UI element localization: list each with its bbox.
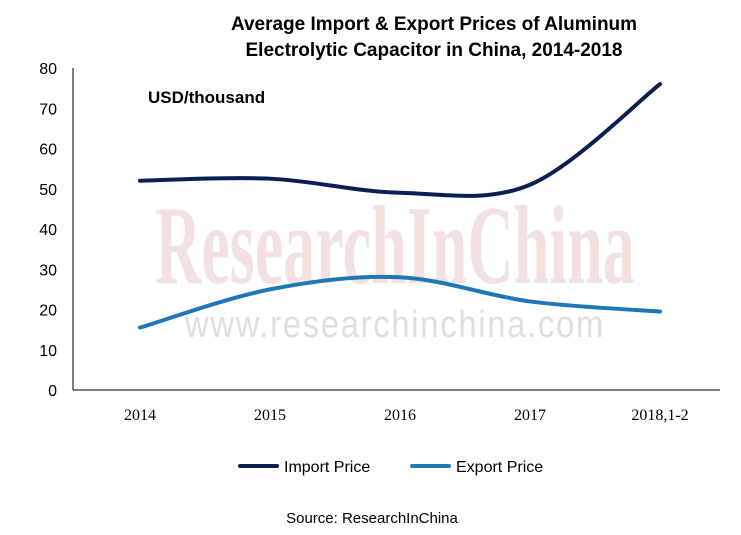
x-tick-label: 2015 [254, 407, 286, 424]
y-tick-label: 40 [39, 222, 57, 239]
y-tick-label: 30 [39, 262, 57, 279]
watermark-url: www.researchinchina.com [184, 304, 605, 346]
watermark-logo: ResearchInChina [155, 184, 635, 308]
y-tick-label: 50 [39, 182, 57, 199]
y-tick-label: 10 [39, 343, 57, 360]
y-tick-label: 80 [39, 61, 57, 78]
series-line-export-price [138, 274, 662, 330]
x-tick-label: 2018,1-2 [631, 407, 688, 424]
unit-label: USD/thousand [148, 88, 265, 107]
y-tick-label: 60 [39, 142, 57, 159]
legend-label-export-price: Export Price [456, 459, 543, 476]
x-tick-label: 2016 [384, 407, 416, 424]
series-line-import-price [138, 82, 662, 198]
y-tick-labels: 0 10 20 30 40 50 60 70 80 [39, 61, 57, 400]
x-tick-labels: 2014 2015 2016 2017 2018,1-2 [124, 407, 689, 424]
y-tick-label: 70 [39, 101, 57, 118]
y-tick-label: 20 [39, 303, 57, 320]
y-tick-label: 0 [48, 383, 57, 400]
legend: Import Price Export Price [238, 459, 543, 476]
x-tick-label: 2017 [514, 407, 546, 424]
chart-title-line1: Average Import & Export Prices of Alumin… [231, 14, 637, 35]
chart-title-line2: Electrolytic Capacitor in China, 2014-20… [246, 40, 623, 61]
series-lines [138, 82, 662, 330]
source-note: Source: ResearchInChina [286, 510, 458, 527]
x-tick-label: 2014 [124, 407, 156, 424]
legend-label-import-price: Import Price [284, 459, 370, 476]
